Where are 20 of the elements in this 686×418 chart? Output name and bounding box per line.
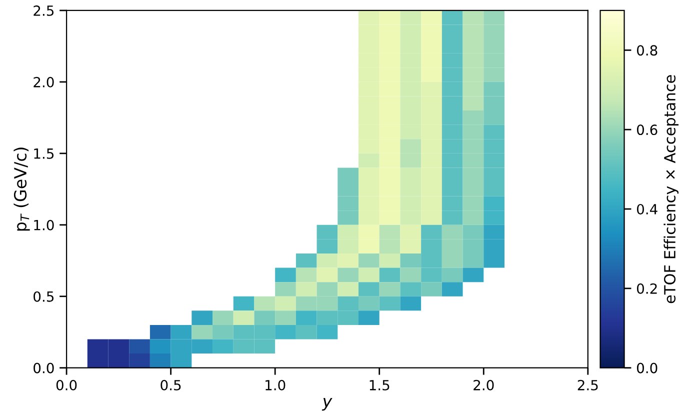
y-tick-label: 1.5 [34, 148, 54, 159]
color-bar-label: 0.8 [636, 45, 658, 56]
x-tick-label: 0.0 [56, 380, 77, 390]
x-tick-label: 1.0 [266, 380, 286, 390]
color-bar-label: 0.0 [636, 362, 658, 374]
x-tick-label: 1.5 [370, 380, 390, 390]
y-tick-label: 0.0 [34, 362, 54, 374]
color-bar-label: 0.6 [636, 124, 658, 136]
color-bar-label: 0.4 [636, 204, 658, 214]
x-tick-label: 0.5 [160, 380, 181, 390]
y-axis-title: p$_{T}$ (GeV/c) [14, 148, 30, 231]
x-axis-title: y [322, 398, 332, 411]
x-tick-label: 2.5 [578, 380, 598, 390]
y-tick-label: 2.0 [34, 76, 54, 88]
y-tick-label: 1.0 [34, 220, 54, 230]
color-bar-label: 0.2 [636, 283, 657, 294]
color-bar-title: eTOF Efficiency × Acceptance [664, 75, 678, 304]
x-tick-label: 2.0 [474, 380, 494, 390]
y-tick-label: 0.5 [34, 291, 54, 302]
y-tick-label: 2.5 [34, 5, 54, 16]
